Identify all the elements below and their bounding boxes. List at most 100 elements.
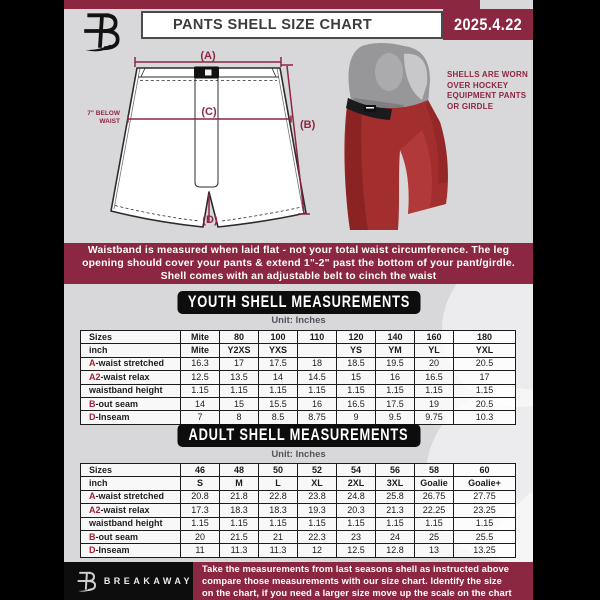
value-cell: 20.8 [180,489,220,505]
value-cell: 21.3 [375,503,415,518]
value-cell: Goalie [414,476,454,491]
value-cell: 1.15 [453,516,516,531]
value-cell: 48 [219,462,259,478]
row-label: waistband height [80,516,181,531]
top-accent-strip [64,0,480,9]
value-cell: 14 [258,370,298,385]
adult-section-banner: ADULT SHELL MEASUREMENTS [177,424,420,447]
value-cell: 18.3 [219,503,259,518]
value-cell: 9.5 [375,410,415,425]
value-cell: 1.15 [414,516,454,531]
value-cell: 1.15 [375,383,415,398]
value-cell: 18 [297,356,337,372]
row-label: A2-waist relax [80,370,181,385]
value-cell: 13 [414,543,454,558]
value-cell: 12.5 [180,370,220,385]
table-row: waistband height 1.15 1.15 1.15 1.15 1.15 1.15… [80,516,516,531]
value-cell: 1.15 [297,516,337,531]
measurement-notice-banner: Waistband is measured when laid flat - n… [64,243,533,284]
value-cell: 11 [180,543,220,558]
brand-logo-icon [80,8,124,59]
table-row: inch S M L XL 2XL 3XL Goalie Goalie+ [80,476,516,491]
youth-unit-label: Unit: Inches [271,315,326,326]
measure-label-c: (C) [201,106,217,118]
value-cell: 25 [414,529,454,545]
value-cell: 20.5 [453,396,516,412]
value-cell [297,343,337,358]
value-cell: 16.3 [180,356,220,372]
value-cell: 12 [297,543,337,558]
value-cell: 14.5 [297,370,337,385]
measure-label-a: (A) [200,50,216,62]
value-cell: 25.5 [453,529,516,545]
value-cell: 3XL [375,476,415,491]
youth-measurements-table: Sizes Mite 80 100 110 120 140 160 180 inch Mite Y2X… [80,329,516,425]
value-cell: 15 [219,396,259,412]
value-cell: 140 [375,329,415,345]
value-cell: 17.3 [180,503,220,518]
value-cell: 60 [453,462,516,478]
value-cell: 1.15 [453,383,516,398]
table-row: A2-waist relax 12.5 13.5 14 14.5 15 16 16.5 17 [80,370,516,385]
value-cell: YM [375,343,415,358]
value-cell: 58 [414,462,454,478]
value-cell: 1.15 [180,383,220,398]
value-cell: 10.3 [453,410,516,425]
table-row: Sizes 46 48 50 52 54 56 58 60 [80,462,516,478]
value-cell: YL [414,343,454,358]
value-cell: 2XL [336,476,376,491]
value-cell: 12.8 [375,543,415,558]
page-title-box: PANTS SHELL SIZE CHART [141,11,443,39]
value-cell: 16.5 [414,370,454,385]
value-cell: 56 [375,462,415,478]
value-cell: 1.15 [336,516,376,531]
page-canvas: PANTS SHELL SIZE CHART 2025.4.22 (A) (C)… [64,0,533,600]
waist-note: 7" BELOW WAIST [87,110,120,125]
value-cell: Goalie+ [453,476,516,491]
value-cell: 20 [180,529,220,545]
value-cell: XL [297,476,337,491]
value-cell: 1.15 [180,516,220,531]
pants-diagram-svg [110,57,310,228]
value-cell: 23.25 [453,503,516,518]
value-cell: 13.5 [219,370,259,385]
value-cell: 22.8 [258,489,298,505]
value-cell: 1.15 [258,383,298,398]
value-cell: 18.3 [258,503,298,518]
value-cell: 17.5 [375,396,415,412]
value-cell: 27.75 [453,489,516,505]
value-cell: 23.8 [297,489,337,505]
table-row: D-Inseam 7 8 8.5 8.75 9 9.5 9.75 10.3 [80,410,516,425]
value-cell: 19.3 [297,503,337,518]
value-cell: 16.5 [336,396,376,412]
page-title: PANTS SHELL SIZE CHART [173,17,373,33]
row-label: D-Inseam [80,543,181,558]
value-cell: 21.5 [219,529,259,545]
table-row: Sizes Mite 80 100 110 120 140 160 180 [80,329,516,345]
value-cell: 7 [180,410,220,425]
row-label: waistband height [80,383,181,398]
value-cell: 1.15 [219,516,259,531]
value-cell: 16 [297,396,337,412]
footer-brand-name: BREAKAWAY [103,576,193,586]
value-cell: 11.3 [219,543,259,558]
value-cell: Mite [180,343,220,358]
value-cell: M [219,476,259,491]
footer-logo-icon [77,571,97,592]
value-cell: 8.5 [258,410,298,425]
value-cell: 160 [414,329,454,345]
value-cell: 22.3 [297,529,337,545]
value-cell: 13.25 [453,543,516,558]
value-cell: 12.5 [336,543,376,558]
shell-note: SHELLS ARE WORN OVER HOCKEY EQUIPMENT PA… [447,70,528,111]
row-label: D-Inseam [80,410,181,425]
value-cell: 20.3 [336,503,376,518]
value-cell: YS [336,343,376,358]
value-cell: 180 [453,329,516,345]
shell-photo-illustration [344,43,448,230]
table-row: B-out seam 20 21.5 21 22.3 23 24 25 25.5 [80,529,516,545]
value-cell: 1.15 [258,516,298,531]
value-cell: 21.8 [219,489,259,505]
value-cell: 16 [375,370,415,385]
table-row: B-out seam 14 15 15.5 16 16.5 17.5 19 20.5 [80,396,516,412]
